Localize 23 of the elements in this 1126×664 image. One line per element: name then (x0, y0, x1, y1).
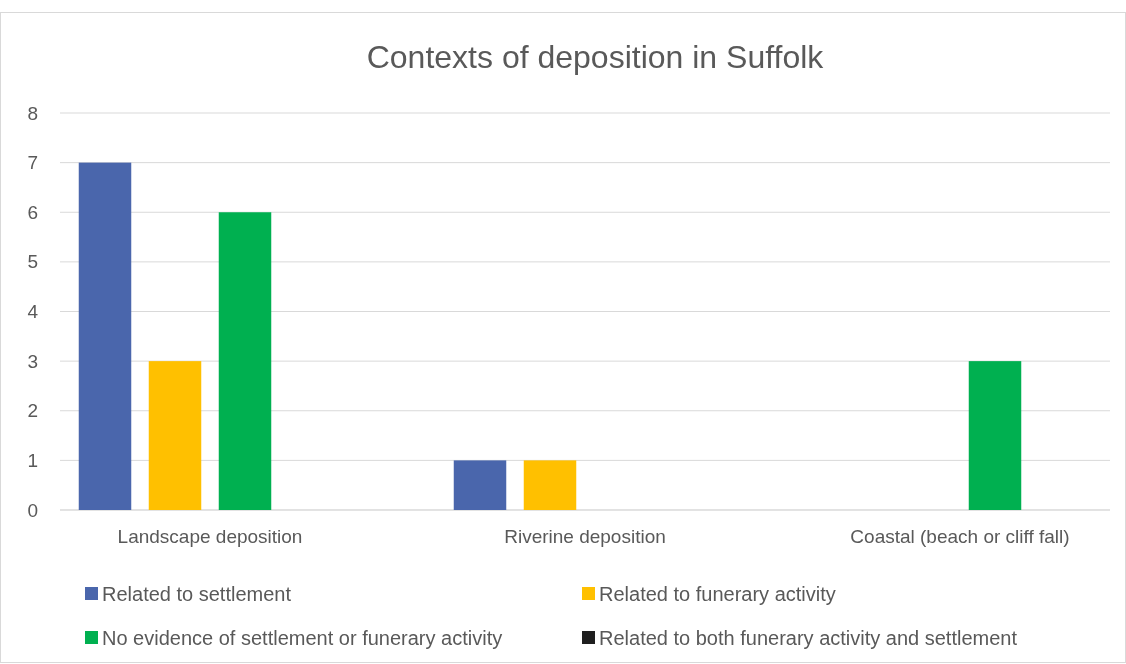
bar (453, 460, 507, 510)
legend-label: No evidence of settlement or funerary activity (102, 627, 503, 649)
chart-title: Contexts of deposition in Suffolk (366, 39, 825, 75)
y-tick-label: 7 (27, 152, 38, 174)
bar (968, 361, 1022, 510)
y-tick-label: 4 (27, 301, 39, 323)
y-tick-label: 3 (27, 350, 38, 372)
y-tick-label: 1 (27, 449, 38, 471)
legend-label: Related to settlement (102, 583, 292, 605)
x-tick-label: Riverine deposition (504, 526, 666, 548)
x-tick-label: Coastal (beach or cliff fall) (850, 526, 1070, 548)
y-tick-label: 2 (27, 400, 38, 422)
legend-label: Related to funerary activity (599, 583, 836, 605)
legend-label: Related to both funerary activity and settlement (599, 627, 1018, 649)
bar (218, 212, 272, 510)
y-tick-label: 6 (27, 201, 38, 223)
x-tick-label: Landscape deposition (117, 526, 303, 548)
y-tick-label: 5 (27, 251, 38, 273)
bar (78, 162, 132, 510)
bar (523, 460, 577, 510)
bar (148, 361, 202, 510)
y-tick-label: 8 (27, 102, 38, 124)
y-tick-label: 0 (27, 499, 38, 521)
